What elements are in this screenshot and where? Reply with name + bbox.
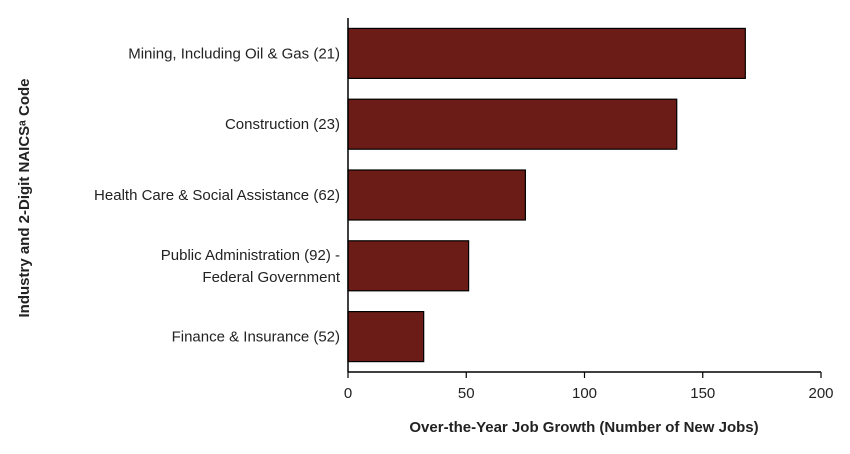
bar-5	[347, 311, 425, 363]
x-tick-label-150: 150	[690, 385, 715, 402]
y-axis-title: Industry and 2-Digit NAICSᵃ Code	[16, 78, 33, 317]
category-labels: Mining, Including Oil & Gas (21) Construc…	[94, 45, 341, 345]
x-axis-title: Over-the-Year Job Growth (Number of New …	[409, 419, 758, 436]
category-label-4-line-1: Public Administration (92) -	[161, 247, 340, 264]
bar-2	[347, 98, 678, 150]
bar-3	[347, 169, 526, 221]
x-axis: 0 50 100 150 200	[344, 18, 834, 402]
bar-1	[347, 27, 746, 79]
category-label-3: Health Care & Social Assistance (62)	[94, 187, 340, 204]
x-tick-label-50: 50	[458, 385, 475, 402]
category-label-4-line-2: Federal Government	[202, 269, 340, 286]
bar-4	[347, 240, 470, 292]
category-label-5: Finance & Insurance (52)	[172, 329, 340, 346]
x-tick-label-0: 0	[344, 385, 352, 402]
bars-group	[347, 27, 746, 363]
category-label-1: Mining, Including Oil & Gas (21)	[128, 45, 340, 62]
x-tick-label-200: 200	[808, 385, 833, 402]
x-tick-label-100: 100	[572, 385, 597, 402]
category-label-2: Construction (23)	[225, 116, 340, 133]
